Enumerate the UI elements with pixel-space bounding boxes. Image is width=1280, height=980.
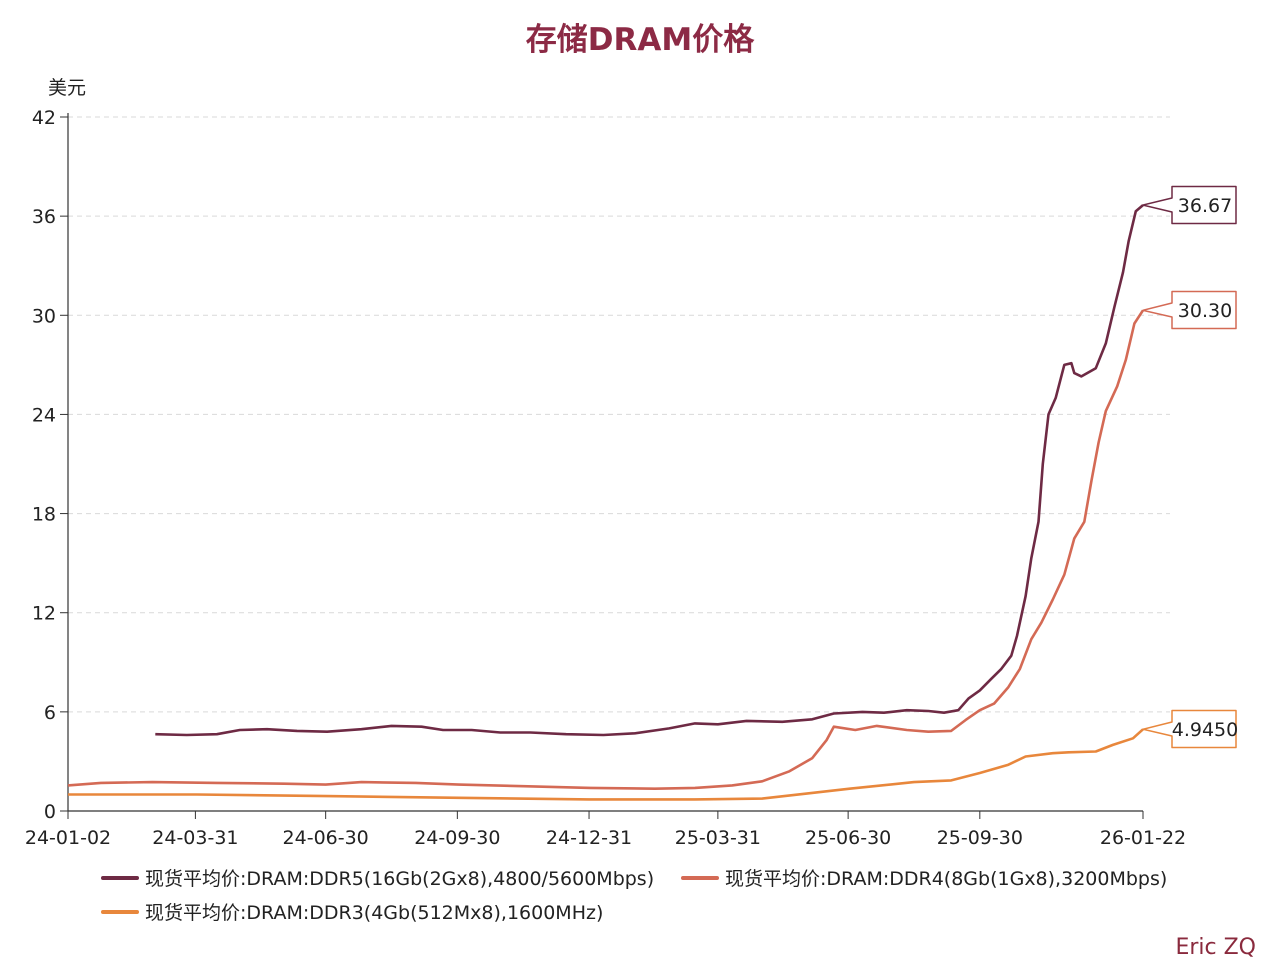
x-tick-label: 25-06-30 xyxy=(805,827,891,849)
series-lines xyxy=(67,204,1145,801)
axes xyxy=(67,113,1143,812)
x-tick-label: 26-01-22 xyxy=(1100,827,1186,849)
x-tick-label: 24-12-31 xyxy=(546,827,632,849)
y-tick-label: 18 xyxy=(32,504,56,526)
y-tick-label: 42 xyxy=(32,107,56,129)
x-tick-label: 24-01-02 xyxy=(25,827,111,849)
gridlines xyxy=(68,116,1170,713)
y-axis-ticks: 0 6 12 18 24 30 36 42 xyxy=(32,107,68,823)
legend-label: 现货平均价:DRAM:DDR3(4Gb(512Mx8),1600MHz) xyxy=(145,902,603,924)
watermark-text: Eric ZQ xyxy=(1175,935,1256,960)
legend-label: 现货平均价:DRAM:DDR4(8Gb(1Gx8),3200Mbps) xyxy=(725,868,1167,890)
y-tick-label: 12 xyxy=(32,603,56,625)
chart-title: 存储DRAM价格 xyxy=(526,22,755,58)
x-tick-label: 24-03-31 xyxy=(152,827,238,849)
series-line-1 xyxy=(155,204,1144,737)
legend: 现货平均价:DRAM:DDR5(16Gb(2Gx8),4800/5600Mbps… xyxy=(101,868,1167,924)
y-tick-label: 36 xyxy=(32,206,56,228)
x-tick-label: 24-06-30 xyxy=(283,827,369,849)
x-tick-label: 25-09-30 xyxy=(937,827,1023,849)
series-line-2 xyxy=(67,309,1145,790)
y-axis-unit-label: 美元 xyxy=(48,77,86,99)
end-label-box xyxy=(1142,185,1237,225)
series-line-3 xyxy=(68,728,1144,801)
end-value-label: 36.67 xyxy=(1178,195,1232,217)
end-label-box xyxy=(1142,709,1237,749)
y-tick-label: 24 xyxy=(32,404,56,426)
end-value-label: 4.9450 xyxy=(1172,719,1238,741)
x-tick-label: 25-03-31 xyxy=(675,827,761,849)
end-label-box xyxy=(1142,290,1237,330)
x-axis-ticks: 24-01-02 24-03-31 24-06-30 24-09-30 24-12-31… xyxy=(25,811,1186,849)
legend-label: 现货平均价:DRAM:DDR5(16Gb(2Gx8),4800/5600Mbps… xyxy=(145,868,654,890)
y-tick-label: 6 xyxy=(44,702,56,724)
y-tick-label: 0 xyxy=(44,801,56,823)
end-value-labels: 36.67 30.30 4.9450 xyxy=(1142,185,1238,749)
x-tick-label: 24-09-30 xyxy=(414,827,500,849)
y-tick-label: 30 xyxy=(32,305,56,327)
end-value-label: 30.30 xyxy=(1178,300,1232,322)
